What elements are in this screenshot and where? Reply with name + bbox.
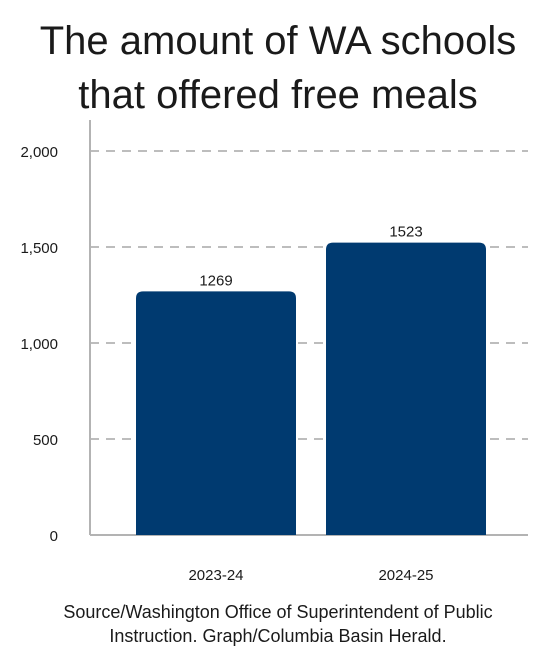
y-tick-label: 1,000 <box>20 336 58 353</box>
data-label-2023-24: 1269 <box>199 272 232 289</box>
bar-chart: 0 500 1,000 1,500 2,000 1269 1523 2023-24 2024… <box>20 120 528 584</box>
x-tick-label-2023-24: 2023-24 <box>188 567 243 584</box>
bar-2023-24 <box>136 291 296 535</box>
y-tick-label: 2,000 <box>20 144 58 161</box>
data-label-2024-25: 1523 <box>389 224 422 241</box>
x-tick-labels: 2023-24 2024-25 <box>188 567 433 584</box>
bar-2024-25 <box>326 242 486 536</box>
source-credit-line-1: Source/Washington Office of Superintende… <box>63 602 493 622</box>
bars <box>136 242 486 536</box>
chart-title: The amount of WA schools that offered fr… <box>0 14 556 122</box>
y-tick-labels: 0 500 1,000 1,500 2,000 <box>20 144 58 545</box>
y-tick-label: 500 <box>33 432 58 449</box>
y-tick-label: 0 <box>50 528 58 545</box>
y-tick-label: 1,500 <box>20 240 58 257</box>
source-credit-line-2: Instruction. Graph/Columbia Basin Herald… <box>109 626 447 646</box>
x-tick-label-2024-25: 2024-25 <box>378 567 433 584</box>
chart-title-line-2: that offered free meals <box>78 73 478 117</box>
chart-title-line-1: The amount of WA schools <box>39 19 517 63</box>
source-credit: Source/Washington Office of Superintende… <box>0 600 556 648</box>
data-labels: 1269 1523 <box>199 224 422 290</box>
